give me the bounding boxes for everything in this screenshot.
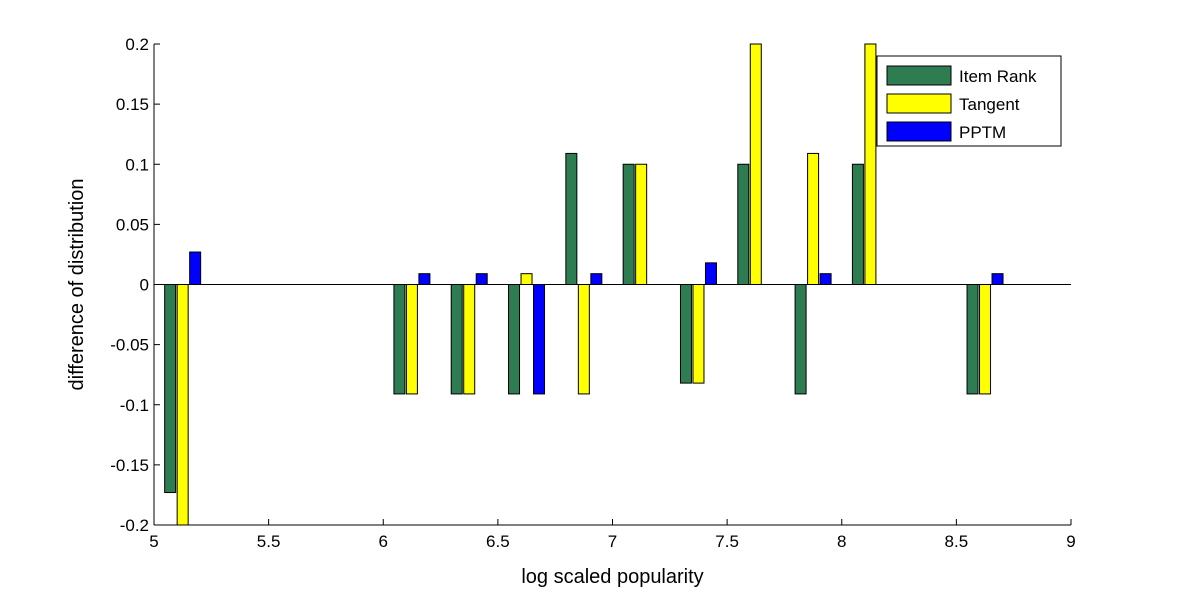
bar-item-rank-10 xyxy=(966,284,979,395)
legend-label-item-rank: Item Rank xyxy=(959,67,1037,86)
bar-tangent-5 xyxy=(635,163,648,285)
bar-item-rank-4 xyxy=(565,152,578,285)
bar-pptm-6 xyxy=(704,262,717,286)
bar-tangent-10 xyxy=(979,284,992,395)
x-tick-label: 8.5 xyxy=(945,532,969,551)
legend-label-pptm: PPTM xyxy=(959,123,1006,142)
x-tick-label: 5.5 xyxy=(257,532,281,551)
legend: Item Rank Tangent PPTM xyxy=(876,55,1062,147)
x-axis-label: log scaled popularity xyxy=(521,566,703,588)
bar-tangent-7 xyxy=(749,43,762,285)
bar-pptm-4 xyxy=(590,273,603,285)
bar-item-rank-8 xyxy=(794,284,807,395)
x-tick-label: 6 xyxy=(379,532,388,551)
x-tick-label: 6.5 xyxy=(486,532,510,551)
y-tick-label: 0 xyxy=(140,276,149,295)
bar-pptm-10 xyxy=(991,273,1004,285)
bar-tangent-0 xyxy=(176,284,189,526)
legend-swatch-pptm xyxy=(886,121,952,142)
bar-item-rank-0 xyxy=(164,284,177,494)
y-tick-label: -0.05 xyxy=(110,336,149,355)
y-tick-label: 0.05 xyxy=(116,215,149,234)
bar-tangent-6 xyxy=(692,284,705,384)
bar-item-rank-3 xyxy=(508,284,521,395)
bar-tangent-1 xyxy=(405,284,418,395)
y-tick-label: 0.1 xyxy=(125,155,149,174)
bar-item-rank-1 xyxy=(393,284,406,395)
bar-pptm-3 xyxy=(533,284,546,395)
y-tick-label: -0.2 xyxy=(120,516,149,535)
x-tick-label: 9 xyxy=(1066,532,1075,551)
y-tick-label: -0.1 xyxy=(120,396,149,415)
y-tick-label: 0.15 xyxy=(116,95,149,114)
y-tick-label: 0.2 xyxy=(125,35,149,54)
bar-tangent-3 xyxy=(520,273,533,285)
legend-swatch-item-rank xyxy=(886,65,952,86)
bar-pptm-8 xyxy=(819,273,832,285)
bar-pptm-2 xyxy=(475,273,488,285)
bar-item-rank-7 xyxy=(737,163,750,285)
x-tick-label: 8 xyxy=(837,532,846,551)
ticks-layer: 5 5.5 6 6.5 7 7.5 8 8.5 9 0.2 0.15 0.1 0.05 0 -0.05 -0.… xyxy=(110,35,1075,551)
bar-tangent-8 xyxy=(807,152,820,285)
bar-pptm-1 xyxy=(418,273,431,285)
legend-label-tangent: Tangent xyxy=(959,95,1020,114)
y-axis-label: difference of distribution xyxy=(66,179,88,391)
x-tick-label: 5 xyxy=(149,532,158,551)
x-tick-label: 7 xyxy=(608,532,617,551)
bar-item-rank-5 xyxy=(622,163,635,285)
bar-item-rank-6 xyxy=(679,284,692,384)
bar-tangent-2 xyxy=(463,284,476,395)
bar-item-rank-9 xyxy=(851,163,864,285)
x-tick-label: 7.5 xyxy=(715,532,739,551)
bar-tangent-4 xyxy=(577,284,590,395)
bar-tangent-9 xyxy=(864,43,877,285)
legend-swatch-tangent xyxy=(886,93,952,114)
bar-pptm-0 xyxy=(189,251,202,285)
bar-item-rank-2 xyxy=(450,284,463,395)
y-tick-label: -0.15 xyxy=(110,456,149,475)
